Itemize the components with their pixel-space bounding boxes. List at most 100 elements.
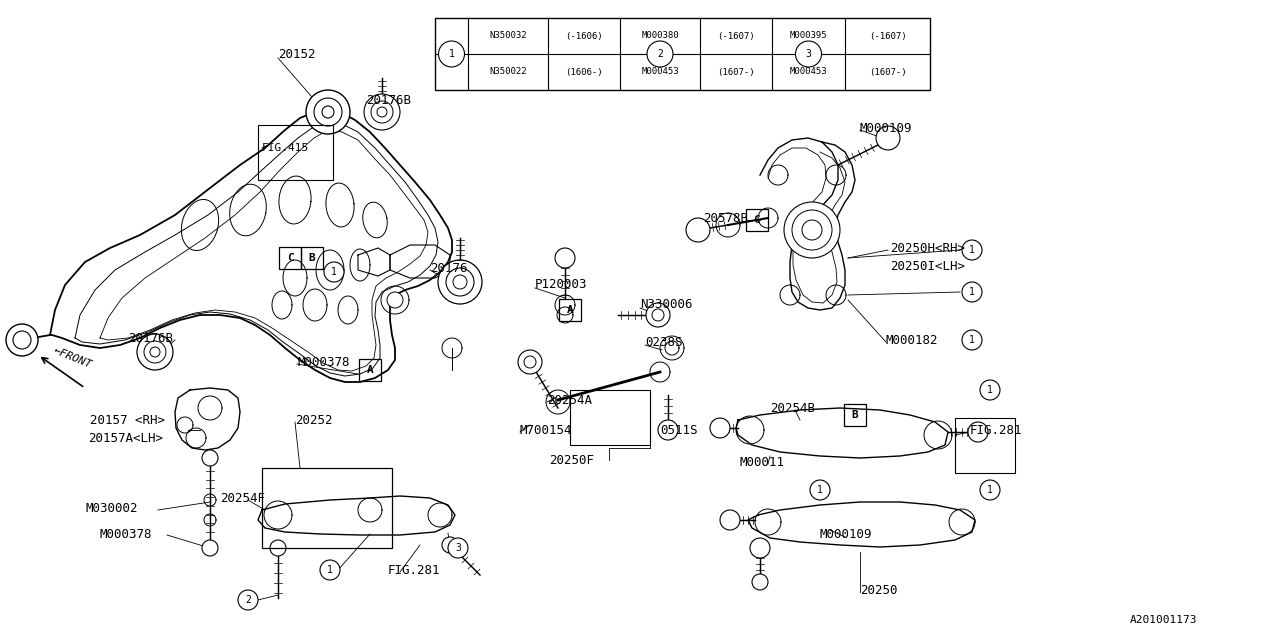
Text: A201001173: A201001173 <box>1130 615 1198 625</box>
Text: B: B <box>851 410 859 420</box>
Circle shape <box>646 303 669 327</box>
Circle shape <box>783 202 840 258</box>
Text: M000378: M000378 <box>100 527 152 541</box>
Circle shape <box>448 538 468 558</box>
Text: 1: 1 <box>987 385 993 395</box>
Text: (-1607): (-1607) <box>869 31 906 40</box>
Circle shape <box>323 106 334 118</box>
Text: 20157A<LH>: 20157A<LH> <box>88 431 163 445</box>
Circle shape <box>442 537 458 553</box>
Text: 20250: 20250 <box>860 584 897 596</box>
Circle shape <box>150 347 160 357</box>
Circle shape <box>453 275 467 289</box>
Text: 20152: 20152 <box>278 49 315 61</box>
Text: M00011: M00011 <box>740 456 785 468</box>
Text: 20254F: 20254F <box>220 492 265 504</box>
Circle shape <box>438 260 483 304</box>
Circle shape <box>963 330 982 350</box>
Text: 1: 1 <box>448 49 454 59</box>
Text: M030002: M030002 <box>84 502 137 515</box>
Circle shape <box>143 341 166 363</box>
Circle shape <box>963 240 982 260</box>
Circle shape <box>364 94 399 130</box>
Bar <box>262 468 392 548</box>
Text: 2: 2 <box>657 49 663 59</box>
Circle shape <box>980 480 1000 500</box>
Text: M000453: M000453 <box>641 67 678 77</box>
Text: 20254A: 20254A <box>547 394 591 406</box>
Circle shape <box>6 324 38 356</box>
Bar <box>358 359 381 381</box>
Text: 0238S: 0238S <box>645 335 682 349</box>
Circle shape <box>320 560 340 580</box>
Text: M000182: M000182 <box>886 333 938 346</box>
Text: 1: 1 <box>969 245 975 255</box>
Text: 1: 1 <box>969 335 975 345</box>
Circle shape <box>803 220 822 240</box>
Text: 20254B: 20254B <box>771 401 815 415</box>
Text: B: B <box>308 253 315 263</box>
Circle shape <box>371 101 393 123</box>
Bar <box>435 18 931 90</box>
Circle shape <box>378 107 387 117</box>
Circle shape <box>270 540 285 556</box>
Circle shape <box>658 420 678 440</box>
Circle shape <box>795 41 822 67</box>
Circle shape <box>306 90 349 134</box>
Text: 20250I<LH>: 20250I<LH> <box>890 259 965 273</box>
Text: FIG.415: FIG.415 <box>262 143 310 153</box>
Text: 1: 1 <box>969 287 975 297</box>
Text: 1: 1 <box>817 485 823 495</box>
Circle shape <box>324 262 344 282</box>
Text: A: A <box>366 365 374 375</box>
Circle shape <box>387 292 403 308</box>
Text: A: A <box>567 305 573 315</box>
Text: (-1607): (-1607) <box>717 31 755 40</box>
Circle shape <box>556 248 575 268</box>
Text: M000380: M000380 <box>641 31 678 40</box>
Circle shape <box>202 450 218 466</box>
Bar <box>844 404 867 426</box>
Circle shape <box>876 126 900 150</box>
Circle shape <box>646 41 673 67</box>
Text: 20176: 20176 <box>430 262 467 275</box>
Text: FIG.281: FIG.281 <box>388 563 440 577</box>
Text: M000378: M000378 <box>297 355 349 369</box>
Circle shape <box>710 418 730 438</box>
Text: 3: 3 <box>805 49 812 59</box>
Circle shape <box>13 331 31 349</box>
Bar <box>746 209 768 231</box>
Circle shape <box>202 540 218 556</box>
Circle shape <box>810 480 829 500</box>
Circle shape <box>238 590 259 610</box>
Text: M700154: M700154 <box>520 424 572 436</box>
Text: 20176B: 20176B <box>366 93 411 106</box>
Circle shape <box>963 282 982 302</box>
Text: 20176B: 20176B <box>128 332 173 344</box>
Bar <box>559 299 581 321</box>
Circle shape <box>719 510 740 530</box>
Text: (1607-): (1607-) <box>869 67 906 77</box>
Text: 1: 1 <box>987 485 993 495</box>
Circle shape <box>792 210 832 250</box>
Text: (-1606): (-1606) <box>566 31 603 40</box>
Circle shape <box>753 574 768 590</box>
Text: 2: 2 <box>244 595 251 605</box>
Text: P120003: P120003 <box>535 278 588 291</box>
Text: (1606-): (1606-) <box>566 67 603 77</box>
Text: 20252: 20252 <box>294 413 333 426</box>
Bar <box>301 247 323 269</box>
Circle shape <box>518 350 541 374</box>
Circle shape <box>686 218 710 242</box>
Circle shape <box>314 98 342 126</box>
Text: N330006: N330006 <box>640 298 692 312</box>
Text: M000453: M000453 <box>790 67 827 77</box>
Text: ←FRONT: ←FRONT <box>52 346 93 370</box>
Text: (1607-): (1607-) <box>717 67 755 77</box>
Bar <box>259 125 333 180</box>
Circle shape <box>652 309 664 321</box>
Text: 1: 1 <box>332 267 337 277</box>
Text: 20250H<RH>: 20250H<RH> <box>890 241 965 255</box>
Text: FIG.281: FIG.281 <box>970 424 1023 436</box>
Text: M000109: M000109 <box>860 122 913 134</box>
